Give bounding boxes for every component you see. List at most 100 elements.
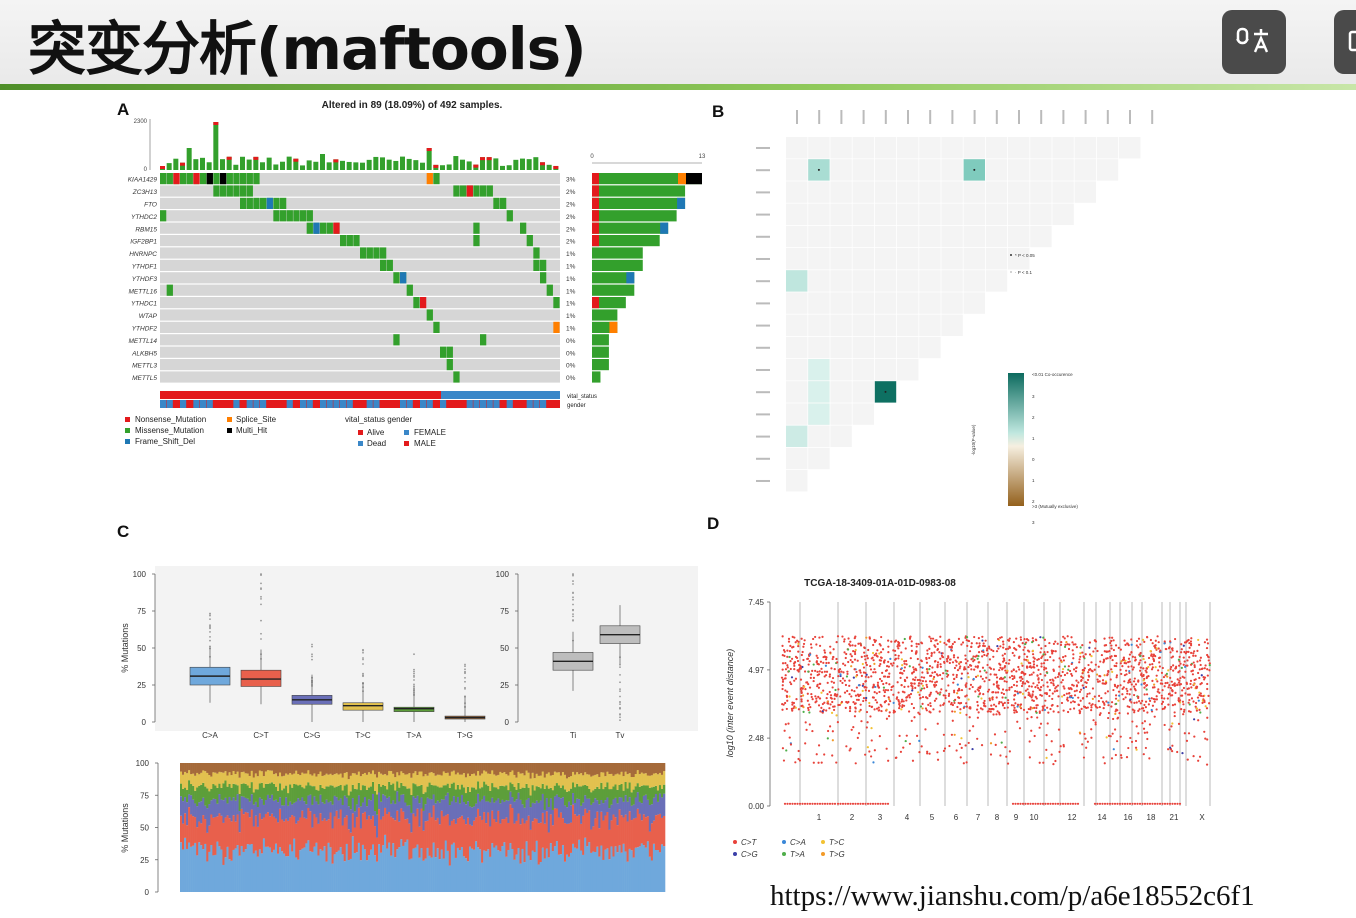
stack-segment <box>220 772 223 788</box>
rain-point <box>1206 642 1210 645</box>
rain-point <box>1206 674 1209 677</box>
gene-percent: 2% <box>566 239 576 246</box>
rain-point <box>880 679 883 683</box>
rain-point <box>1183 660 1186 663</box>
rain-point <box>787 637 791 640</box>
rain-point <box>850 728 853 731</box>
heatmap-row-label <box>756 302 770 305</box>
rain-point <box>1135 644 1138 647</box>
rain-point <box>960 737 963 740</box>
rain-point-baseline <box>1143 802 1147 805</box>
rain-point <box>1074 643 1077 646</box>
tmb-bar <box>286 156 292 170</box>
rain-point <box>910 684 913 687</box>
stack-segment <box>307 770 310 783</box>
rain-point <box>979 670 982 673</box>
rain-point <box>1149 649 1152 653</box>
rain-point <box>1012 641 1015 644</box>
stack-segment <box>244 773 247 784</box>
subtitle-translate-button[interactable] <box>1222 10 1286 74</box>
stack-segment <box>216 787 219 804</box>
heatmap-cell <box>919 181 941 203</box>
stack-y-tick-label: 0 <box>145 888 150 897</box>
rain-point <box>848 684 851 687</box>
rain-point <box>959 660 963 664</box>
rain-point <box>903 662 906 665</box>
mutation-cell <box>246 173 253 185</box>
rain-point <box>1049 707 1052 711</box>
rain-point <box>977 695 980 698</box>
rain-point <box>1098 680 1101 683</box>
stack-segment <box>198 786 201 803</box>
rain-point <box>1169 676 1172 679</box>
stack-segment <box>291 815 294 852</box>
rain-point <box>972 660 975 663</box>
rain-point <box>1037 678 1040 681</box>
heatmap-cell <box>786 359 808 381</box>
rain-point <box>1189 682 1192 686</box>
rain-point <box>790 657 794 660</box>
heatmap-cell <box>963 248 985 270</box>
stack-segment <box>254 789 258 802</box>
rain-x-tick-label: 1 <box>817 813 822 822</box>
stack-segment <box>272 800 276 817</box>
rain-point <box>1020 684 1024 688</box>
rain-point <box>1086 678 1090 682</box>
stack-segment <box>303 847 306 892</box>
rain-point <box>1001 688 1005 691</box>
rain-point <box>1090 655 1093 658</box>
rain-point <box>1125 669 1128 672</box>
rain-point <box>868 701 871 705</box>
rain-point <box>1040 694 1043 697</box>
rain-point <box>1008 688 1011 691</box>
rain-point <box>799 665 802 669</box>
rain-point <box>789 667 792 671</box>
rain-point <box>1152 657 1155 661</box>
rain-point <box>1030 716 1033 719</box>
rain-point <box>1054 676 1057 679</box>
stack-segment <box>230 787 233 801</box>
rain-point <box>1189 663 1193 666</box>
heatmap-cell <box>874 336 897 359</box>
rain-point <box>934 660 937 663</box>
stack-segment <box>222 783 225 801</box>
rain-point <box>1197 638 1200 642</box>
rain-point <box>900 667 903 670</box>
rain-point-baseline <box>828 802 832 805</box>
rain-point <box>1025 638 1029 641</box>
rain-point <box>931 666 934 669</box>
stack-segment <box>242 771 245 784</box>
rain-point-baseline <box>833 802 837 805</box>
rain-point <box>1133 656 1137 659</box>
rain-point <box>976 704 979 707</box>
rain-point <box>823 651 827 654</box>
rain-x-tick-label: 9 <box>1014 813 1019 822</box>
stack-segment <box>224 771 227 781</box>
rain-point <box>855 698 859 701</box>
legend-swatch-splice <box>227 417 232 422</box>
tmb-bar <box>413 160 419 170</box>
rain-point-baseline <box>884 802 887 805</box>
rain-point <box>1172 664 1175 667</box>
rain-point <box>829 694 833 697</box>
box-outlier <box>413 668 415 671</box>
rain-point <box>1062 743 1065 747</box>
rain-point <box>1201 701 1204 704</box>
rain-point <box>844 683 848 687</box>
rain-point <box>970 668 973 671</box>
rain-point <box>1054 650 1057 653</box>
stack-segment <box>250 794 254 810</box>
rain-point <box>1182 710 1186 713</box>
rain-point <box>1147 675 1150 678</box>
rain-point <box>1168 684 1171 687</box>
sig-legend-p01: · P < 0.1 <box>1015 270 1033 275</box>
rain-point <box>981 677 984 681</box>
window-button[interactable] <box>1334 10 1356 74</box>
rain-point <box>1107 711 1111 715</box>
rain-point-baseline <box>1103 802 1107 805</box>
rain-point <box>1174 691 1177 694</box>
tmb-bar <box>460 159 465 170</box>
rain-point <box>1107 669 1110 673</box>
rain-point <box>915 734 919 737</box>
rain-point <box>1054 759 1057 763</box>
